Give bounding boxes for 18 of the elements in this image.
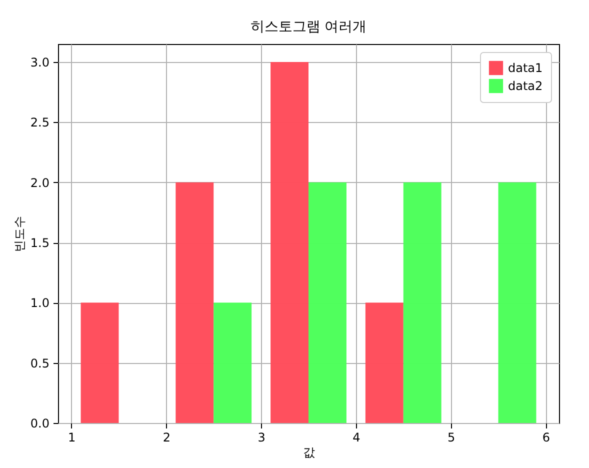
- legend-label: data1: [508, 61, 543, 75]
- y-tick-label: 2.5: [30, 116, 50, 130]
- y-tick-label: 0.5: [30, 356, 50, 370]
- x-axis-title: 값: [303, 446, 315, 460]
- y-tick-label: 2.0: [30, 176, 50, 190]
- y-tick-label: 1.5: [30, 236, 50, 250]
- x-tick-label: 6: [542, 430, 550, 444]
- legend-label: data2: [508, 79, 543, 93]
- x-tick-label: 2: [162, 430, 170, 444]
- x-tick-label: 3: [258, 430, 266, 444]
- chart-title: 히스토그램 여러개: [250, 19, 367, 35]
- y-tick-label: 1.0: [30, 296, 50, 310]
- y-tick-label: 3.0: [30, 56, 50, 70]
- x-tick-label: 1: [68, 430, 76, 444]
- x-tick-label: 4: [352, 430, 360, 444]
- y-axis-title: 빈도수: [12, 216, 26, 252]
- y-tick-label: 0.0: [30, 416, 50, 430]
- x-tick-label: 5: [448, 430, 456, 444]
